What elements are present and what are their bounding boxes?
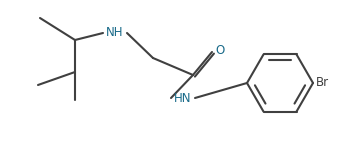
Text: HN: HN — [174, 91, 192, 105]
Text: Br: Br — [316, 77, 329, 89]
Text: O: O — [215, 45, 224, 58]
Text: NH: NH — [106, 27, 124, 39]
